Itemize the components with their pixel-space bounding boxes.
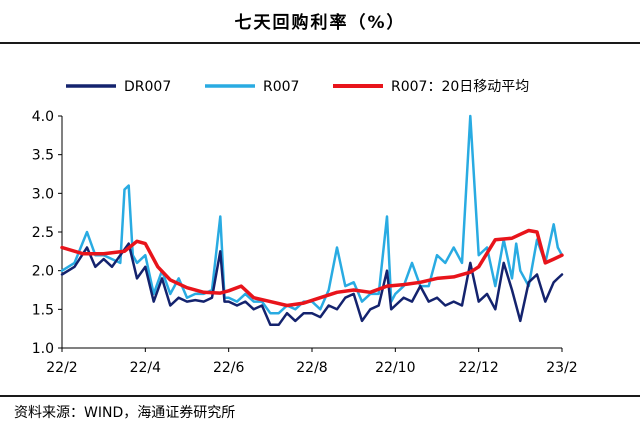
- x-tick-label: 23/2: [546, 360, 577, 376]
- x-tick-label: 22/10: [375, 360, 415, 376]
- top-divider: [0, 42, 640, 44]
- y-tick-label: 4.0: [32, 109, 54, 125]
- x-tick-label: 22/2: [46, 360, 77, 376]
- x-tick-label: 22/6: [213, 360, 245, 376]
- source-note: 资料来源：WIND，海通证券研究所: [14, 405, 236, 421]
- legend-label-2: R007：20日移动平均: [391, 79, 529, 95]
- bottom-divider: [0, 395, 640, 397]
- axes: 1.0 1.5 2.0 2.5 3.0 3.5 4.0 22/2 22/4 22/6 22/8 22/…: [32, 109, 578, 376]
- y-tick-label: 1.0: [32, 341, 54, 357]
- x-tick-label: 22/12: [458, 360, 498, 376]
- chart-title: 七天回购利率（%）: [234, 13, 406, 33]
- series-line-1: [60, 114, 564, 315]
- series-line-2: [60, 228, 564, 308]
- legend: DR007 R007 R007：20日移动平均: [66, 79, 529, 95]
- y-tick-label: 2.5: [32, 225, 54, 241]
- y-tick-label: 2.0: [32, 264, 54, 280]
- x-tick-label: 22/8: [296, 360, 327, 376]
- series-line-0: [60, 242, 564, 327]
- series-layer: [60, 114, 564, 327]
- y-tick-label: 3.5: [32, 148, 54, 164]
- legend-label-0: DR007: [124, 79, 171, 95]
- y-tick-label: 1.5: [32, 302, 54, 318]
- y-tick-label: 3.0: [32, 186, 54, 202]
- x-tick-label: 22/4: [130, 360, 162, 376]
- legend-label-1: R007: [263, 79, 299, 95]
